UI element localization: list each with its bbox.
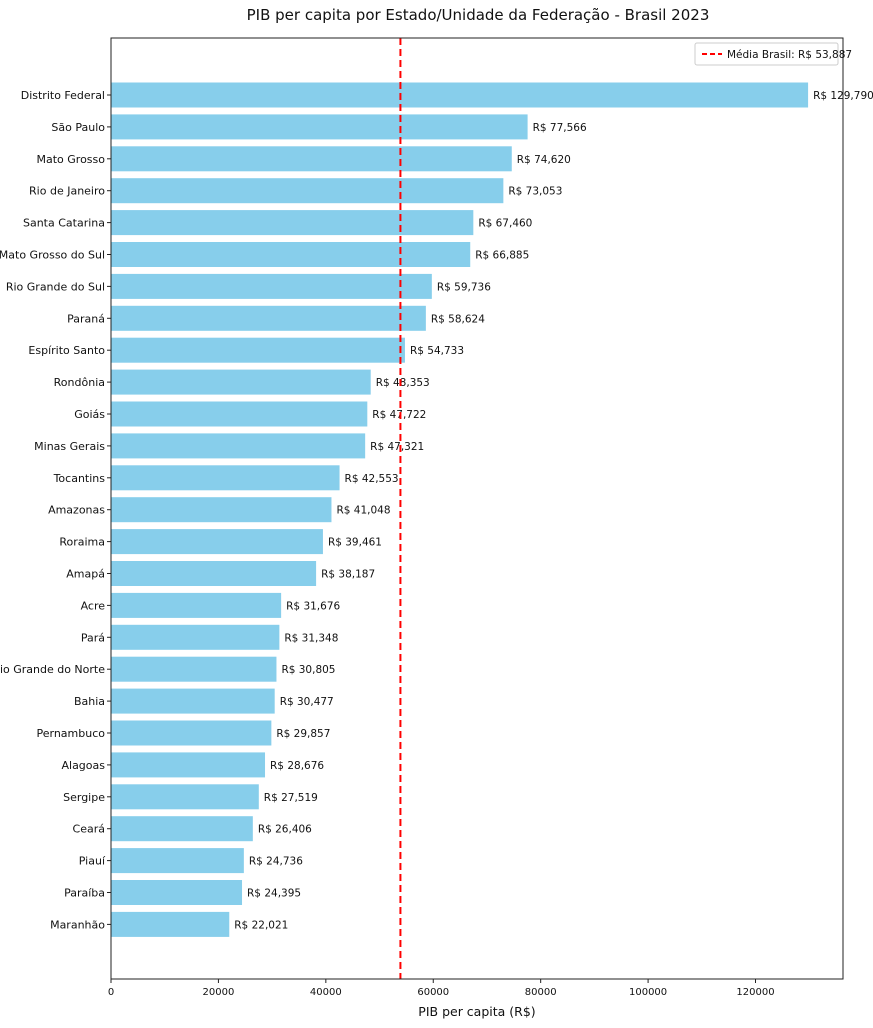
bar-value-label: R$ 24,736 — [249, 856, 303, 868]
bar — [111, 720, 272, 746]
bar — [111, 529, 323, 555]
y-tick-label: Rio Grande do Sul — [6, 280, 105, 293]
x-tick-label: 20000 — [203, 987, 235, 998]
y-tick-label: Mato Grosso do Sul — [0, 249, 105, 262]
bar — [111, 752, 266, 778]
y-tick-label: Tocantins — [53, 472, 106, 485]
bar-value-label: R$ 31,676 — [286, 600, 340, 612]
bar — [111, 688, 275, 714]
x-tick-label: 40000 — [310, 987, 342, 998]
y-tick-label: Amazonas — [48, 504, 105, 517]
bar — [111, 210, 474, 236]
bar-value-label: R$ 38,187 — [321, 569, 375, 581]
y-tick-label: Bahia — [74, 695, 105, 708]
y-tick-label: Rio de Janeiro — [29, 185, 105, 198]
bar-value-label: R$ 58,624 — [431, 313, 485, 325]
bar — [111, 784, 259, 810]
bar — [111, 114, 528, 140]
y-tick-label: Rio Grande do Norte — [0, 663, 105, 676]
bar — [111, 242, 471, 267]
bar-value-label: R$ 41,048 — [336, 505, 390, 517]
chart-title: PIB per capita por Estado/Unidade da Fed… — [247, 6, 710, 24]
bar — [111, 337, 405, 363]
bar-value-label: R$ 28,676 — [270, 760, 324, 772]
x-tick-label: 80000 — [525, 987, 557, 998]
bar — [111, 82, 809, 108]
bar — [111, 624, 280, 650]
bar — [111, 880, 243, 905]
bar — [111, 848, 244, 874]
bar — [111, 911, 230, 937]
bar-value-label: R$ 30,477 — [280, 696, 334, 708]
y-tick-label: Pernambuco — [37, 727, 106, 740]
y-tick-label: Amapá — [66, 568, 105, 581]
y-tick-label: Acre — [81, 599, 106, 612]
bar-value-label: R$ 74,620 — [517, 154, 571, 166]
bar-value-label: R$ 31,348 — [284, 632, 338, 644]
y-tick-label: Maranhão — [50, 918, 105, 931]
x-tick-label: 120000 — [736, 987, 774, 998]
y-tick-label: Piauí — [79, 855, 106, 868]
bar — [111, 273, 432, 299]
y-tick-label: Rondônia — [54, 376, 105, 389]
bar-value-label: R$ 47,722 — [372, 409, 426, 421]
y-tick-label: Espírito Santo — [28, 344, 105, 357]
x-tick-label: 60000 — [417, 987, 449, 998]
y-tick-label: Mato Grosso — [37, 153, 106, 166]
y-tick-label: Pará — [81, 631, 105, 644]
bar — [111, 433, 366, 459]
bar — [111, 369, 371, 395]
y-tick-label: Alagoas — [61, 759, 105, 772]
y-tick-label: Ceará — [73, 823, 105, 836]
y-tick-label: Distrito Federal — [21, 89, 105, 102]
bar — [111, 465, 340, 491]
bar-value-label: R$ 54,733 — [410, 345, 464, 357]
bar-value-label: R$ 42,553 — [345, 473, 399, 485]
y-tick-label: Minas Gerais — [34, 440, 105, 453]
bar-value-label: R$ 73,053 — [508, 186, 562, 198]
bar-value-label: R$ 48,353 — [376, 377, 430, 389]
bar-value-label: R$ 26,406 — [258, 824, 312, 836]
bar-value-label: R$ 67,460 — [478, 218, 532, 230]
bar-value-label: R$ 39,461 — [328, 537, 382, 549]
y-tick-label: Roraima — [59, 536, 105, 549]
x-tick-label: 100000 — [629, 987, 667, 998]
bar-value-label: R$ 77,566 — [533, 122, 587, 134]
bar-value-label: R$ 47,321 — [370, 441, 424, 453]
bar-value-label: R$ 27,519 — [264, 792, 318, 804]
bar — [111, 561, 317, 586]
bar-value-label: R$ 59,736 — [437, 281, 491, 293]
legend-label: Média Brasil: R$ 53,887 — [727, 49, 852, 61]
bar — [111, 305, 426, 331]
y-tick-label: São Paulo — [51, 121, 105, 134]
legend-box — [694, 42, 839, 66]
bar-value-label: R$ 22,021 — [234, 919, 288, 931]
bar — [111, 178, 504, 204]
x-axis-title: PIB per capita (R$) — [418, 1004, 535, 1019]
y-tick-label: Paraná — [67, 312, 105, 325]
y-tick-label: Sergipe — [63, 791, 105, 804]
bar — [111, 401, 368, 427]
x-tick-label: 0 — [108, 987, 114, 998]
bar-value-label: R$ 29,857 — [276, 728, 330, 740]
bar-value-label: R$ 66,885 — [475, 250, 529, 262]
bar — [111, 146, 512, 172]
y-tick-label: Paraíba — [64, 887, 105, 900]
y-tick-label: Goiás — [74, 408, 105, 421]
legend: Média Brasil: R$ 53,887 — [694, 42, 852, 66]
plot-frame — [110, 37, 844, 980]
bar — [111, 816, 253, 842]
bar-value-label: R$ 30,805 — [281, 664, 335, 676]
bar — [111, 592, 282, 618]
y-tick-label: Santa Catarina — [23, 217, 105, 230]
bar — [111, 497, 332, 523]
bar — [111, 656, 277, 682]
bar-value-label: R$ 24,395 — [247, 888, 301, 900]
